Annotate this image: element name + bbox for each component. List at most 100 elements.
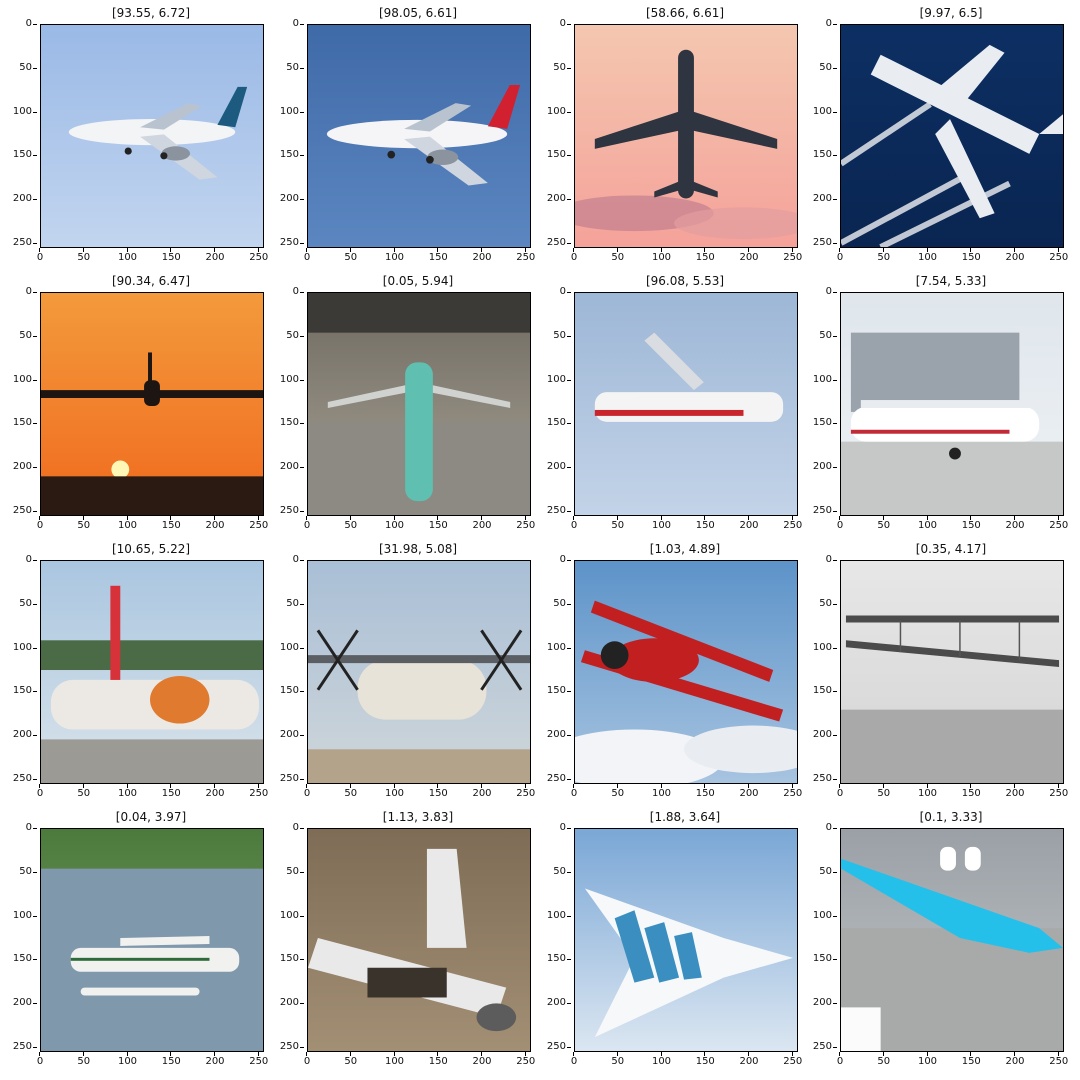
image-panel: [93.55, 6.72] 0 50 100 150 200 250 0 50 100 150 20… xyxy=(13,4,268,264)
y-tick-label: 150 xyxy=(540,417,571,429)
aircraft-image xyxy=(40,24,264,248)
aircraft-image xyxy=(840,292,1064,516)
aircraft-photo xyxy=(308,25,530,247)
x-tick-label: 250 xyxy=(1046,516,1072,532)
aircraft-photo xyxy=(841,829,1063,1051)
x-tick-label: 250 xyxy=(513,1052,539,1068)
y-tick-label: 0 xyxy=(806,554,837,566)
y-tick-label: 200 xyxy=(806,997,837,1009)
x-tick-label: 50 xyxy=(605,1052,631,1068)
x-tick-label: 100 xyxy=(115,784,141,800)
image-panel: [9.97, 6.5] 0 50 100 150 200 250 0 50 100 150 200 2… xyxy=(813,4,1068,264)
x-tick-label: 100 xyxy=(382,784,408,800)
y-tick-label: 100 xyxy=(806,910,837,922)
y-tick-label: 0 xyxy=(273,822,304,834)
y-tick-label: 100 xyxy=(273,642,304,654)
y-tick-label: 250 xyxy=(6,773,37,785)
y-tick-label: 200 xyxy=(6,461,37,473)
panel-title: [0.1, 3.33] xyxy=(919,810,983,824)
panel-title: [31.98, 5.08] xyxy=(378,542,458,556)
y-tick-label: 100 xyxy=(6,106,37,118)
panel-title: [1.13, 3.83] xyxy=(382,810,454,824)
aircraft-image xyxy=(574,24,798,248)
y-tick-label: 250 xyxy=(806,505,837,517)
aircraft-image xyxy=(40,560,264,784)
y-tick-label: 150 xyxy=(540,685,571,697)
image-panel: [98.05, 6.61] 0 50 100 150 200 250 0 50 100 150 20… xyxy=(280,4,535,264)
y-tick-label: 50 xyxy=(273,330,304,342)
y-tick-label: 200 xyxy=(273,729,304,741)
image-panel: [1.13, 3.83] 0 50 100 150 200 250 0 50 100 150 200… xyxy=(280,808,535,1068)
x-tick-label: 250 xyxy=(1046,784,1072,800)
image-panel: [0.04, 3.97] 0 50 100 150 200 250 0 50 100 150 200… xyxy=(13,808,268,1068)
x-tick-label: 0 xyxy=(27,248,53,264)
y-tick-label: 250 xyxy=(540,505,571,517)
x-tick-label: 250 xyxy=(246,784,272,800)
x-tick-label: 150 xyxy=(692,784,718,800)
y-tick-label: 100 xyxy=(806,374,837,386)
x-tick-label: 0 xyxy=(561,516,587,532)
x-tick-label: 50 xyxy=(338,248,364,264)
x-tick-label: 250 xyxy=(1046,1052,1072,1068)
aircraft-photo xyxy=(41,25,263,247)
x-tick-label: 150 xyxy=(425,248,451,264)
panel-title: [1.03, 4.89] xyxy=(649,542,721,556)
aircraft-photo xyxy=(841,561,1063,783)
aircraft-photo xyxy=(41,829,263,1051)
image-panel: [96.08, 5.53] 0 50 100 150 200 250 0 50 100 150 20… xyxy=(547,272,802,532)
x-tick-label: 200 xyxy=(469,516,495,532)
image-panel: [31.98, 5.08] 0 50 100 150 200 250 0 50 100 150 20… xyxy=(280,540,535,800)
panel-title: [96.08, 5.53] xyxy=(645,274,725,288)
aircraft-photo xyxy=(841,25,1063,247)
x-tick-label: 50 xyxy=(605,516,631,532)
x-tick-label: 100 xyxy=(915,784,941,800)
y-tick-label: 250 xyxy=(806,237,837,249)
y-tick-label: 200 xyxy=(540,997,571,1009)
x-tick-label: 150 xyxy=(158,1052,184,1068)
x-tick-label: 150 xyxy=(958,784,984,800)
x-tick-label: 150 xyxy=(158,516,184,532)
panel-title: [10.65, 5.22] xyxy=(111,542,191,556)
x-tick-label: 100 xyxy=(649,248,675,264)
y-tick-label: 150 xyxy=(806,149,837,161)
y-tick-label: 250 xyxy=(273,237,304,249)
y-tick-label: 250 xyxy=(273,505,304,517)
x-tick-label: 100 xyxy=(382,516,408,532)
aircraft-photo xyxy=(41,293,263,515)
x-tick-label: 50 xyxy=(338,516,364,532)
x-tick-label: 150 xyxy=(958,248,984,264)
y-tick-label: 0 xyxy=(6,18,37,30)
x-tick-label: 250 xyxy=(513,784,539,800)
aircraft-image xyxy=(574,560,798,784)
x-tick-label: 200 xyxy=(469,784,495,800)
y-tick-label: 150 xyxy=(6,149,37,161)
x-tick-label: 200 xyxy=(202,516,228,532)
image-panel: [10.65, 5.22] 0 50 100 150 200 250 0 50 100 150 20… xyxy=(13,540,268,800)
y-tick-label: 0 xyxy=(806,822,837,834)
x-tick-label: 50 xyxy=(71,1052,97,1068)
y-tick-label: 150 xyxy=(806,953,837,965)
x-tick-label: 0 xyxy=(561,1052,587,1068)
x-tick-label: 250 xyxy=(780,1052,806,1068)
x-tick-label: 250 xyxy=(780,784,806,800)
y-tick-label: 200 xyxy=(273,997,304,1009)
y-tick-label: 250 xyxy=(540,1041,571,1053)
y-tick-label: 200 xyxy=(806,461,837,473)
aircraft-photo xyxy=(575,25,797,247)
x-tick-label: 200 xyxy=(1002,248,1028,264)
x-tick-label: 0 xyxy=(27,1052,53,1068)
aircraft-photo xyxy=(308,561,530,783)
y-tick-label: 150 xyxy=(273,417,304,429)
x-tick-label: 0 xyxy=(294,516,320,532)
x-tick-label: 100 xyxy=(382,1052,408,1068)
y-tick-label: 250 xyxy=(273,1041,304,1053)
image-panel: [0.1, 3.33] 0 50 100 150 200 250 0 50 100 150 200 2… xyxy=(813,808,1068,1068)
x-tick-label: 50 xyxy=(605,784,631,800)
y-tick-label: 250 xyxy=(273,773,304,785)
y-tick-label: 150 xyxy=(6,685,37,697)
x-tick-label: 250 xyxy=(513,516,539,532)
y-tick-label: 150 xyxy=(273,149,304,161)
x-tick-label: 250 xyxy=(246,516,272,532)
panel-title: [7.54, 5.33] xyxy=(915,274,987,288)
y-tick-label: 250 xyxy=(6,237,37,249)
